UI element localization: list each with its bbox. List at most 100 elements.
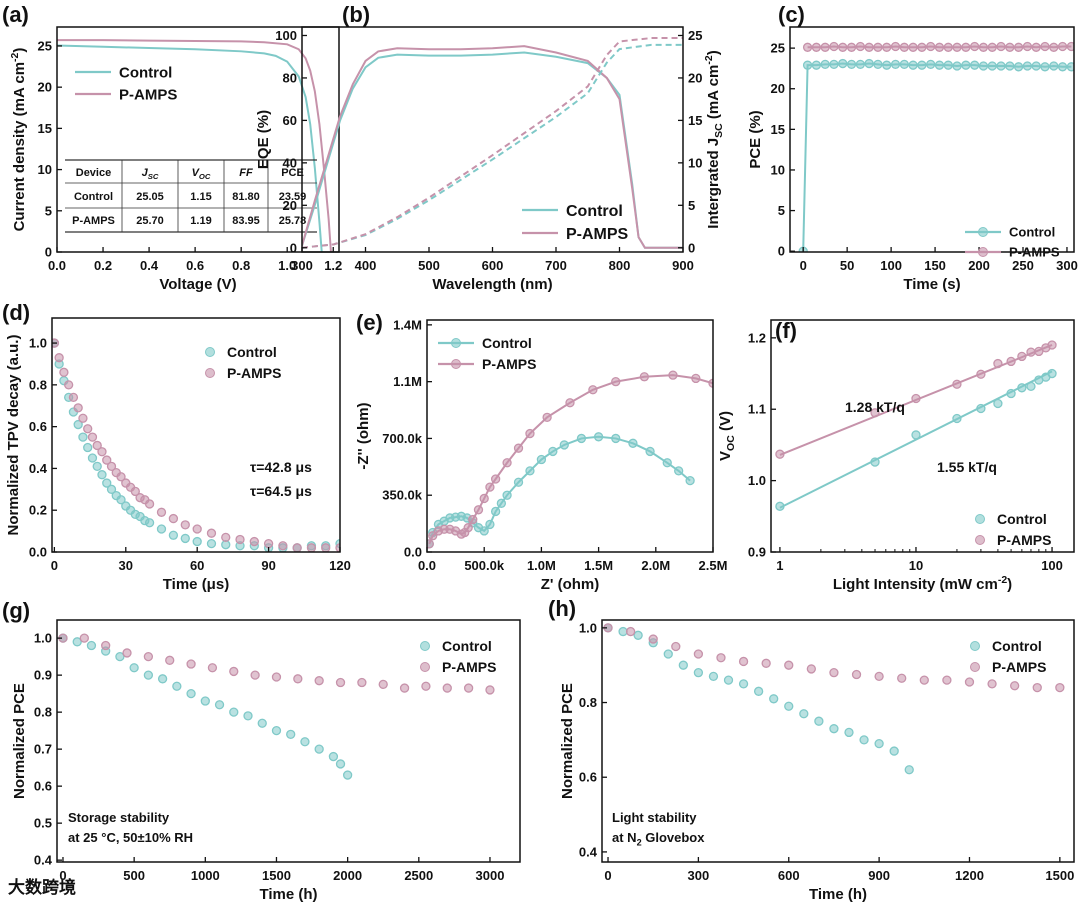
table-cell: Control [74,191,113,203]
data-point-control [1057,62,1068,72]
x-tick-label: 700 [545,258,567,273]
y-axis-title: EQE (%) [255,110,272,169]
data-point-p-amps [693,649,704,659]
data-point-control [206,538,217,549]
panel-label: (f) [775,318,797,343]
series-line-control-fit [779,370,1053,509]
data-point-p-amps [1040,41,1050,52]
y-tick-label: 0.4 [34,853,53,868]
series-line-p-amps [57,39,332,252]
y-tick-label: 0.6 [34,779,52,794]
legend-item-p-amps: P-AMPS [75,86,177,103]
x-tick-label: 500.0k [464,558,505,573]
x-tick-label: 90 [261,558,275,573]
data-point-p-amps [143,651,154,662]
legend-item-p-amps: P-AMPS [975,532,1051,548]
x-tick-label: 1.0 [278,258,296,273]
data-point-p-amps [144,499,155,509]
y2-tick-label: 5 [688,198,695,213]
legend-label: Control [566,203,623,220]
x-tick-label: 600 [778,868,800,883]
data-point-control [899,59,909,70]
data-point-p-amps [851,669,862,680]
data-point-control [943,60,953,70]
legend-label: P-AMPS [997,532,1051,548]
panel-e: (e) 0.0 500.0k 1.0M 1.5M 2.0M 2.5M 0.0 350.0k 700… [355,310,727,593]
data-point-control [829,59,839,70]
data-point-control [814,716,824,726]
data-point-control [156,524,167,534]
legend-label: P-AMPS [442,659,496,675]
data-point-control [172,681,182,691]
data-point-control [490,506,501,517]
x-tick-label: 300 [1056,258,1078,273]
y-tick-label: 0.2 [29,503,47,518]
x-tick-label: 1500 [262,868,291,883]
data-point-p-amps [59,367,69,377]
data-point-control [1049,61,1059,71]
data-point-control [143,670,154,680]
y-axis-title: Normalized PCE [559,683,576,799]
table-header: JSC [142,167,159,181]
plot-frame [56,619,521,863]
data-point-p-amps [378,679,388,690]
panel-label: (e) [356,310,383,335]
plot-frame [56,26,340,253]
data-point-p-amps [897,673,907,683]
data-point-p-amps [1005,42,1015,52]
data-point-p-amps [917,42,927,52]
data-point-p-amps [78,413,88,423]
table-header: PCE [281,167,304,179]
table-cell: 1.19 [190,215,211,227]
watermark: 大数跨境 [8,877,76,898]
data-point-p-amps [890,41,901,52]
x-tick-label: 900 [868,868,890,883]
data-point-p-amps [271,672,282,682]
data-point-p-amps [784,660,794,670]
y-axis-title: Normalized TPV decay (a.u.) [5,335,22,536]
data-point-control [889,746,899,756]
x-tick-label: 900 [672,258,694,273]
data-point-p-amps [502,458,512,468]
legend-item-control: Control [420,638,492,654]
table-cell: 23.59 [279,191,307,203]
data-point-p-amps [1031,42,1041,52]
data-point-p-amps [996,41,1006,52]
y-tick-label: 0.8 [29,377,47,392]
data-point-p-amps [463,523,473,533]
panel-label: (h) [548,596,576,621]
y-tick-label: 10 [771,162,785,177]
data-point-p-amps [874,671,884,682]
annotation: τ=42.8 μs [250,459,312,475]
panel-h: (h) 0 300 600 900 1200 1500 0.4 0.6 0.8 1.0 Time (h… [548,596,1075,903]
legend-marker [420,662,430,672]
legend-item-control: Control [205,344,277,360]
y-tick-label: 0.5 [34,816,52,831]
series-line-p-amps-integrated [302,37,683,249]
data-point-p-amps [802,42,813,52]
legend-marker [970,662,980,672]
data-point-p-amps [691,373,701,384]
data-point-p-amps [102,455,112,465]
data-point-control [769,694,779,704]
data-point-p-amps [206,528,217,538]
data-point-control [784,701,794,711]
x-tick-label: 0 [800,258,807,273]
data-point-control [335,759,346,769]
x-axis-title: Time (μs) [163,576,229,593]
legend-item-p-amps: P-AMPS [420,659,496,675]
annotation: Light stability [612,810,697,825]
data-point-control [645,446,655,457]
data-point-control [525,466,535,476]
data-point-control [97,470,107,480]
data-point-p-amps [490,474,501,484]
data-point-p-amps [221,532,231,543]
table-cell: 83.95 [232,215,260,227]
data-point-control [200,696,210,706]
data-point-control [926,59,936,70]
data-point-p-amps [952,42,962,52]
y-tick-label: 100 [275,28,297,43]
y-tick-label: 1.0 [748,473,766,488]
plot-area [775,340,1057,511]
